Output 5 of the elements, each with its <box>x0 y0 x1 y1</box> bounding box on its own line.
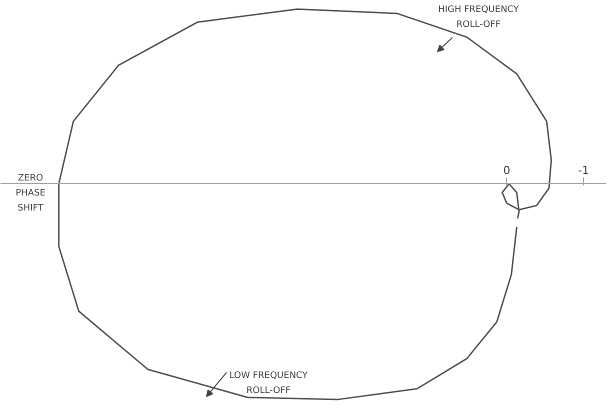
annotation: ZERO PHASE SHIFT <box>16 174 46 214</box>
x-tick-label: 0 <box>503 164 510 177</box>
annotation: LOW FREQUENCY ROLL-OFF <box>229 371 308 396</box>
x-tick-label: -1 <box>578 164 589 177</box>
annotation: HIGH FREQUENCY ROLL-OFF <box>438 5 520 30</box>
